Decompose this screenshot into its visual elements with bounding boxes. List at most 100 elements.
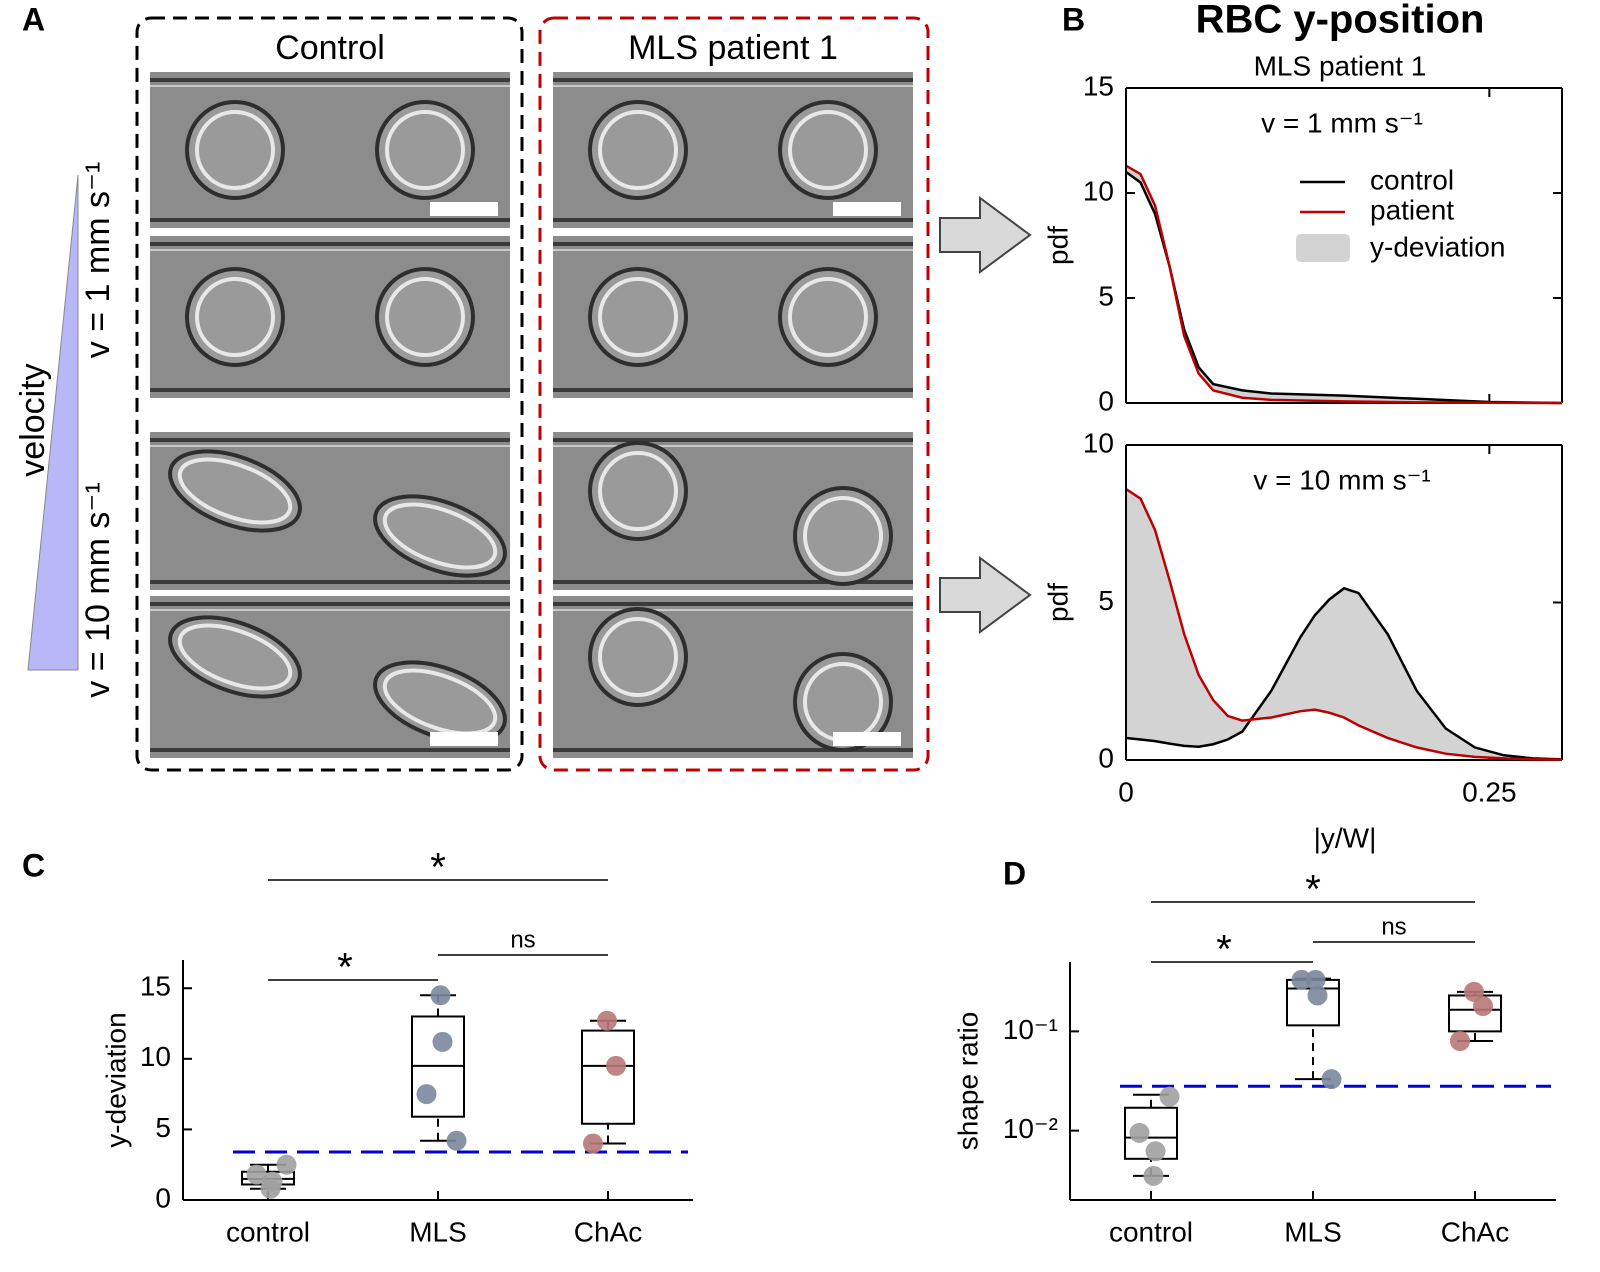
y-axis-label: y-deviation (100, 1012, 131, 1147)
x-tick-label: control (226, 1216, 310, 1247)
y-tick-label: 10⁻¹ (1003, 1014, 1058, 1045)
scale-bar (430, 732, 498, 746)
patient-frame (538, 16, 930, 772)
chart-subtitle: MLS patient 1 (1254, 50, 1427, 81)
significance-label: ns (1381, 913, 1406, 940)
cell (373, 494, 507, 578)
cell-rim (382, 502, 498, 570)
data-point (432, 1031, 453, 1052)
cell (778, 267, 878, 367)
data-point (1159, 1086, 1180, 1107)
y-axis-label: pdf (1042, 583, 1073, 622)
data-point (1129, 1122, 1150, 1143)
x-tick-label: ChAc (1441, 1216, 1509, 1247)
significance-label: * (430, 846, 446, 890)
y-tick-label: 10⁻² (1003, 1113, 1058, 1144)
cell (168, 449, 302, 533)
cell-rim (788, 110, 868, 190)
x-tick-label: MLS (1284, 1216, 1342, 1247)
legend-label: y-deviation (1370, 231, 1505, 262)
cell (168, 615, 302, 699)
cell (375, 100, 475, 200)
cell-rim (598, 110, 678, 190)
column-heading: MLS patient 1 (628, 29, 838, 67)
y-tick-label: 15 (140, 971, 171, 1002)
annotation: v = 10 mm s⁻¹ (1253, 464, 1430, 495)
cell (588, 607, 688, 707)
curve (1125, 586, 1563, 761)
significance-label: * (1305, 868, 1321, 912)
row-label: v = 1 mm s⁻¹ (79, 162, 117, 358)
cell (793, 486, 893, 586)
panel-label: D (1003, 855, 1026, 891)
data-point (1291, 969, 1312, 990)
cell-rim (177, 623, 293, 691)
y-tick-label: 10 (1083, 175, 1114, 206)
annotation: v = 1 mm s⁻¹ (1261, 107, 1423, 138)
cell-rim (195, 277, 275, 357)
legend-swatch (1296, 234, 1350, 262)
cell-rim (385, 277, 465, 357)
cell (185, 100, 285, 200)
data-point (606, 1055, 626, 1076)
data-point (276, 1154, 297, 1175)
data-point (262, 1171, 283, 1192)
box (581, 1029, 635, 1125)
cell-rim (598, 617, 678, 697)
panel-label: A (22, 1, 45, 37)
curve (1125, 170, 1563, 405)
velocity-wedge (27, 174, 79, 671)
cell-rim (177, 457, 293, 525)
data-point (430, 985, 451, 1006)
cell-rim (803, 496, 883, 576)
y-tick-label: 5 (1098, 585, 1114, 616)
arrow (939, 556, 1032, 634)
scale-bar (833, 732, 901, 746)
scale-bar (430, 202, 498, 216)
cell (375, 267, 475, 367)
y-tick-label: 15 (1083, 70, 1114, 101)
x-axis-label: |y/W| (1314, 822, 1377, 853)
x-tick-label: control (1109, 1216, 1193, 1247)
panel-label: B (1062, 1, 1085, 37)
significance-label: * (337, 946, 353, 990)
cell-rim (382, 668, 498, 736)
y-axis-label: pdf (1042, 226, 1073, 265)
legend-label: control (1370, 164, 1454, 195)
control-frame (135, 16, 524, 772)
scale-bar (833, 202, 901, 216)
x-tick-label: 0.25 (1462, 776, 1517, 807)
data-point (446, 1130, 467, 1151)
data-point (1305, 969, 1326, 990)
cell (588, 441, 688, 541)
data-point (416, 1084, 437, 1105)
deviation-area (1126, 165, 1562, 403)
x-tick-label: 0 (1118, 776, 1134, 807)
cell-rim (195, 110, 275, 190)
curve (1125, 164, 1563, 405)
y-tick-label: 5 (1098, 280, 1114, 311)
velocity-label: velocity (14, 363, 52, 476)
significance-label: * (1216, 928, 1232, 972)
arrow (939, 196, 1032, 274)
data-point (597, 1010, 617, 1031)
y-tick-label: 5 (155, 1112, 171, 1143)
y-tick-label: 10 (1083, 427, 1114, 458)
cell-rim (788, 277, 868, 357)
cell-rim (385, 110, 465, 190)
cell-rim (598, 451, 678, 531)
column-heading: Control (275, 29, 385, 67)
cell-rim (598, 277, 678, 357)
data-point (1143, 1165, 1164, 1186)
x-tick-label: ChAc (574, 1216, 642, 1247)
curve (1125, 488, 1563, 761)
data-point (1450, 1030, 1470, 1051)
cell (373, 660, 507, 744)
legend-label: patient (1370, 194, 1454, 225)
cell (588, 100, 688, 200)
data-point (246, 1164, 267, 1185)
cell (793, 652, 893, 752)
data-point (1321, 1069, 1342, 1090)
data-point (1473, 996, 1493, 1017)
